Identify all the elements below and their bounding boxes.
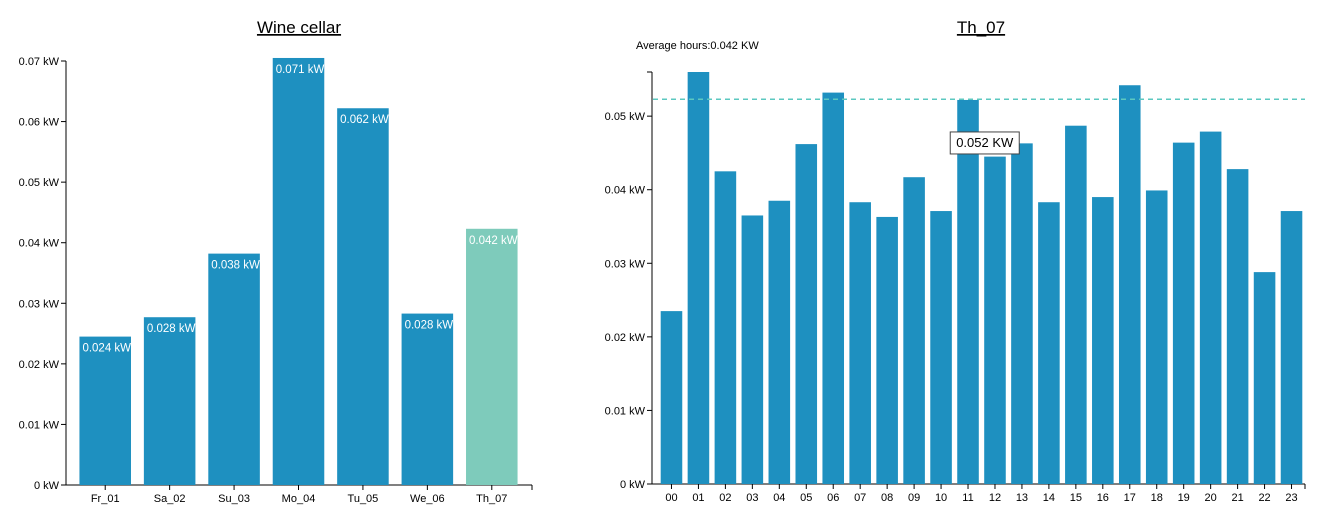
bar-Su_03[interactable] (208, 253, 260, 485)
wine-cellar-chart: Wine cellar 0 kW 0.01 kW 0.02 kW 0.03 kW 0.0… (19, 18, 533, 505)
x-tick-label: 00 (665, 492, 677, 504)
x-tick-label: 22 (1258, 492, 1270, 504)
x-tick-label: 15 (1070, 492, 1082, 504)
x-tick-label: 11 (962, 492, 973, 504)
x-tick-label: 09 (908, 492, 920, 504)
x-tick-label: Th_07 (476, 493, 507, 505)
bar-15[interactable] (1065, 125, 1087, 484)
bar-19[interactable] (1172, 142, 1195, 484)
x-tick-label: Fr_01 (91, 493, 120, 505)
x-tick-label: Sa_02 (154, 493, 186, 505)
x-tick-label: 02 (719, 492, 731, 504)
x-tick-label: 21 (1231, 492, 1243, 504)
bar-11[interactable] (957, 99, 979, 484)
bar-value-label: 0.071 kW (276, 64, 325, 76)
bar-20[interactable] (1199, 131, 1222, 485)
bar-12[interactable] (984, 156, 1006, 484)
x-tick-label: 20 (1205, 492, 1217, 504)
value-tooltip: 0.052 KW (949, 131, 1020, 155)
bar-03[interactable] (741, 215, 764, 484)
y-tick-label: 0 kW (620, 479, 646, 491)
bar-08[interactable] (876, 216, 898, 484)
bar-09[interactable] (903, 177, 925, 484)
bar-17[interactable] (1118, 85, 1141, 484)
x-tick-label: 16 (1097, 492, 1109, 504)
th07-hourly-chart: Th_07 Average hours:0.042 KW 0 kW 0.01 kW… (605, 18, 1306, 504)
x-tick-label: 10 (935, 492, 947, 504)
bar-13[interactable] (1011, 143, 1033, 484)
y-tick-label: 0.05 kW (19, 177, 60, 189)
bar-We_06[interactable] (401, 313, 454, 485)
x-tick-label: 04 (773, 492, 785, 504)
x-tick-label: 23 (1285, 492, 1297, 504)
bar-Tu_05[interactable] (337, 108, 389, 485)
bar-05[interactable] (795, 144, 818, 484)
bar-07[interactable] (849, 202, 871, 484)
x-tick-label: 12 (989, 492, 1001, 504)
bar-value-label: 0.028 kW (147, 323, 196, 335)
x-tick-label: 07 (854, 492, 866, 504)
bar-Fr_01[interactable] (79, 336, 131, 485)
bar-22[interactable] (1253, 272, 1276, 484)
bar-06[interactable] (822, 92, 845, 484)
x-tick-label: 19 (1178, 492, 1190, 504)
bar-Sa_02[interactable] (143, 317, 196, 485)
x-tick-label: Su_03 (218, 493, 250, 505)
x-tick-label: 03 (746, 492, 758, 504)
bar-10[interactable] (930, 211, 952, 485)
x-tick-label: 05 (800, 492, 812, 504)
x-tick-label: We_06 (410, 493, 445, 505)
bar-value-label: 0.042 kW (469, 235, 518, 247)
tooltip-box (949, 131, 1020, 155)
bar-01[interactable] (687, 72, 710, 484)
bar-value-label: 0.062 kW (340, 114, 389, 126)
y-tick-label: 0.04 kW (605, 185, 646, 197)
bar-02[interactable] (714, 171, 737, 485)
y-tick-label: 0.01 kW (19, 419, 60, 431)
bar-Mo_04[interactable] (272, 57, 325, 485)
bar-23[interactable] (1280, 211, 1303, 485)
y-tick-label: 0.03 kW (19, 298, 60, 310)
x-tick-label: 14 (1043, 492, 1055, 504)
y-tick-label: 0.07 kW (19, 56, 60, 68)
average-hours-label: Average hours:0.042 KW (636, 40, 759, 52)
bar-00[interactable] (660, 311, 683, 484)
y-tick-label: 0.05 kW (605, 111, 646, 123)
wine-cellar-title: Wine cellar (257, 18, 341, 37)
bar-18[interactable] (1145, 190, 1168, 484)
bar-value-label: 0.038 kW (211, 260, 260, 272)
bar-Th_07[interactable] (466, 228, 518, 486)
y-tick-label: 0.01 kW (605, 405, 646, 417)
bar-21[interactable] (1226, 169, 1249, 484)
bar-value-label: 0.028 kW (405, 320, 454, 332)
x-tick-label: Mo_04 (282, 493, 316, 505)
th07-title: Th_07 (957, 18, 1005, 37)
x-tick-label: Tu_05 (348, 493, 379, 505)
x-tick-label: 06 (827, 492, 839, 504)
bar-16[interactable] (1092, 197, 1114, 485)
x-tick-label: 17 (1124, 492, 1136, 504)
x-tick-label: 08 (881, 492, 893, 504)
y-tick-label: 0.04 kW (19, 238, 60, 250)
bar-04[interactable] (768, 200, 791, 484)
x-tick-label: 01 (692, 492, 704, 504)
tooltip-text: 0.052 KW (956, 135, 1014, 150)
y-tick-label: 0 kW (34, 480, 60, 492)
bar-14[interactable] (1038, 202, 1060, 484)
y-tick-label: 0.02 kW (605, 332, 646, 344)
y-tick-label: 0.03 kW (605, 258, 646, 270)
y-tick-label: 0.06 kW (19, 117, 60, 129)
bar-value-label: 0.024 kW (82, 343, 131, 355)
x-tick-label: 18 (1151, 492, 1163, 504)
x-tick-label: 13 (1016, 492, 1028, 504)
y-tick-label: 0.02 kW (19, 359, 60, 371)
